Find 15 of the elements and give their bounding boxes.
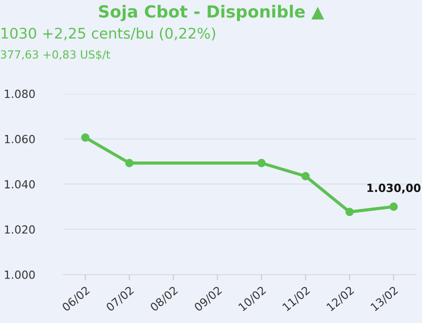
data-label: 1.030,00	[367, 184, 421, 194]
chart-subtitle: 1030 +2,25 cents/bu (0,22%)	[2, 27, 216, 40]
y-tick-label: 1.040	[4, 180, 35, 188]
chart-title: Soja Cbot - Disponible ▲	[99, 4, 324, 22]
y-tick-label: 1.060	[4, 134, 35, 144]
point	[389, 202, 398, 211]
point	[257, 158, 266, 168]
text: 377,63 +0,83 US$/t	[0, 50, 110, 60]
y-tick-label: 1.000	[4, 270, 35, 279]
point	[125, 158, 134, 168]
point	[345, 208, 354, 216]
point	[301, 172, 310, 180]
point	[81, 133, 90, 142]
y-tick-label: 1.080	[4, 90, 35, 98]
y-tick-label: 1.020	[4, 225, 35, 234]
